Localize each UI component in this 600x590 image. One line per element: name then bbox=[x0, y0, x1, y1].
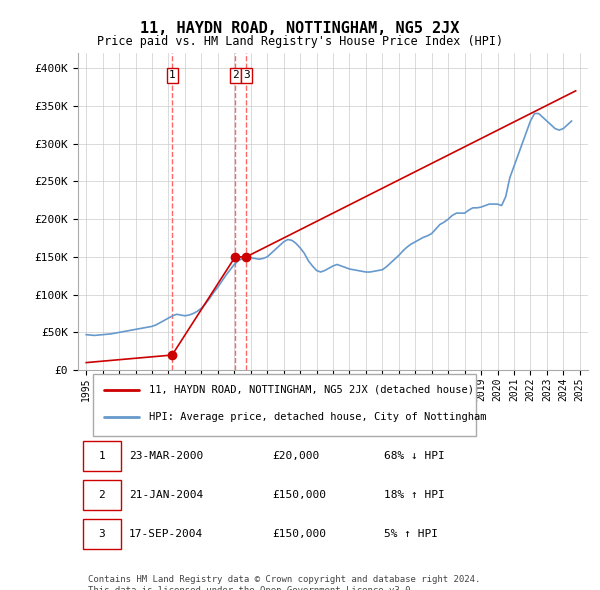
Text: 2: 2 bbox=[98, 490, 106, 500]
Text: 3: 3 bbox=[243, 70, 250, 80]
Text: 11, HAYDN ROAD, NOTTINGHAM, NG5 2JX (detached house): 11, HAYDN ROAD, NOTTINGHAM, NG5 2JX (det… bbox=[149, 385, 475, 395]
Text: 1: 1 bbox=[98, 451, 106, 461]
Text: 2: 2 bbox=[232, 70, 238, 80]
Text: 1: 1 bbox=[169, 70, 175, 80]
Text: 23-MAR-2000: 23-MAR-2000 bbox=[129, 451, 203, 461]
Text: 21-JAN-2004: 21-JAN-2004 bbox=[129, 490, 203, 500]
FancyBboxPatch shape bbox=[83, 441, 121, 471]
Text: 18% ↑ HPI: 18% ↑ HPI bbox=[384, 490, 445, 500]
Text: Contains HM Land Registry data © Crown copyright and database right 2024.
This d: Contains HM Land Registry data © Crown c… bbox=[88, 575, 481, 590]
Text: 3: 3 bbox=[98, 529, 106, 539]
Text: 17-SEP-2004: 17-SEP-2004 bbox=[129, 529, 203, 539]
Text: 68% ↓ HPI: 68% ↓ HPI bbox=[384, 451, 445, 461]
Text: Price paid vs. HM Land Registry's House Price Index (HPI): Price paid vs. HM Land Registry's House … bbox=[97, 35, 503, 48]
Text: HPI: Average price, detached house, City of Nottingham: HPI: Average price, detached house, City… bbox=[149, 412, 487, 422]
Text: 5% ↑ HPI: 5% ↑ HPI bbox=[384, 529, 438, 539]
Text: 11, HAYDN ROAD, NOTTINGHAM, NG5 2JX: 11, HAYDN ROAD, NOTTINGHAM, NG5 2JX bbox=[140, 21, 460, 35]
Text: £20,000: £20,000 bbox=[272, 451, 319, 461]
Text: £150,000: £150,000 bbox=[272, 490, 326, 500]
Text: £150,000: £150,000 bbox=[272, 529, 326, 539]
FancyBboxPatch shape bbox=[83, 480, 121, 510]
FancyBboxPatch shape bbox=[94, 373, 476, 436]
FancyBboxPatch shape bbox=[83, 519, 121, 549]
